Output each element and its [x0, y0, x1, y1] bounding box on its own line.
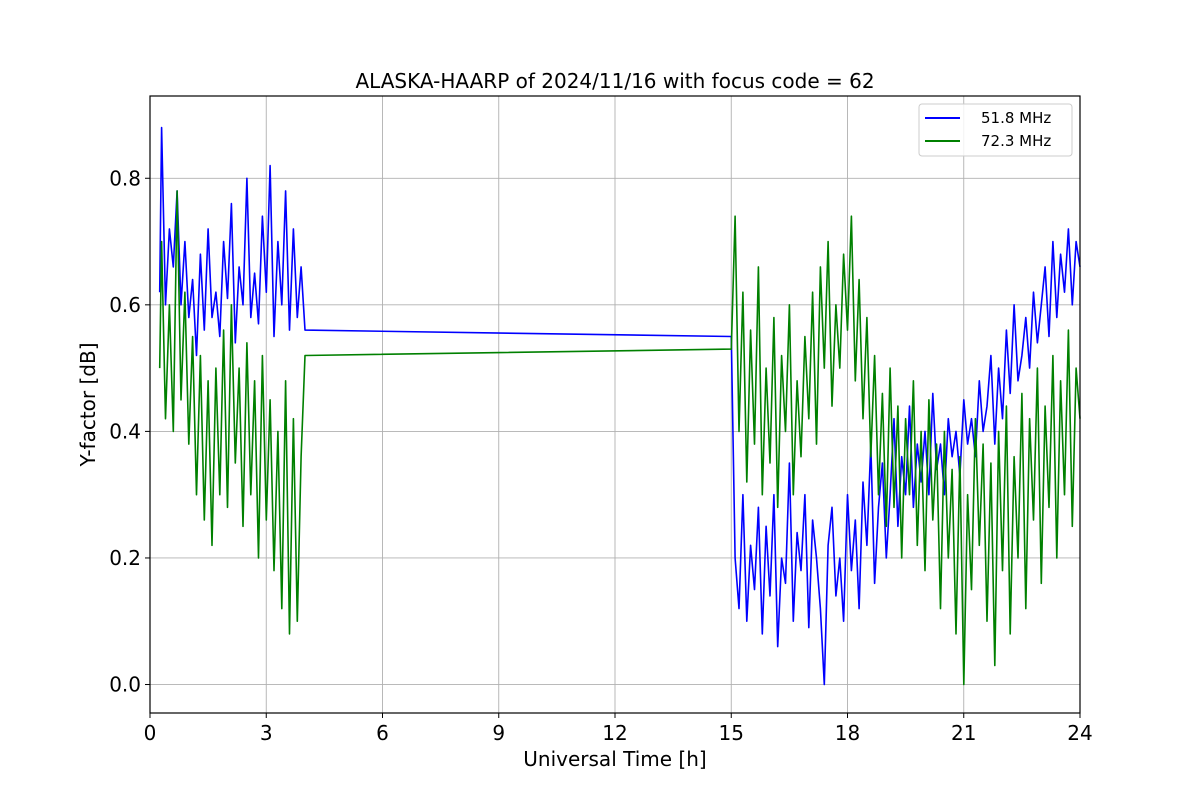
y-tick-label: 0.8: [109, 166, 141, 190]
y-tick-label: 0.4: [109, 419, 141, 443]
chart-title: ALASKA-HAARP of 2024/11/16 with focus co…: [355, 69, 874, 93]
series-line-2: [158, 190, 1081, 686]
x-tick-label: 3: [260, 721, 273, 745]
legend-label: 72.3 MHz: [981, 132, 1051, 150]
x-axis-label: Universal Time [h]: [523, 747, 706, 771]
x-tick-label: 0: [144, 721, 157, 745]
x-tick-label: 21: [951, 721, 976, 745]
series-layer: [158, 126, 1081, 686]
x-tick-label: 6: [376, 721, 389, 745]
legend: 51.8 MHz 72.3 MHz: [918, 103, 1073, 157]
x-tick-label: 15: [719, 721, 744, 745]
x-tick-label: 18: [835, 721, 860, 745]
x-tick-label: 12: [602, 721, 627, 745]
x-tick-label: 9: [492, 721, 505, 745]
x-tick-label: 24: [1067, 721, 1092, 745]
y-axis: 0.0 0.2 0.4 0.6 0.8: [109, 166, 150, 697]
x-axis: 0 3 6 9 12 15 18 21 24: [144, 713, 1093, 745]
y-axis-label: Y-factor [dB]: [76, 342, 100, 467]
y-tick-label: 0.6: [109, 293, 141, 317]
y-tick-label: 0.0: [109, 673, 141, 697]
series-line-1: [158, 126, 1081, 686]
legend-label: 51.8 MHz: [981, 109, 1051, 127]
y-tick-label: 0.2: [109, 546, 141, 570]
